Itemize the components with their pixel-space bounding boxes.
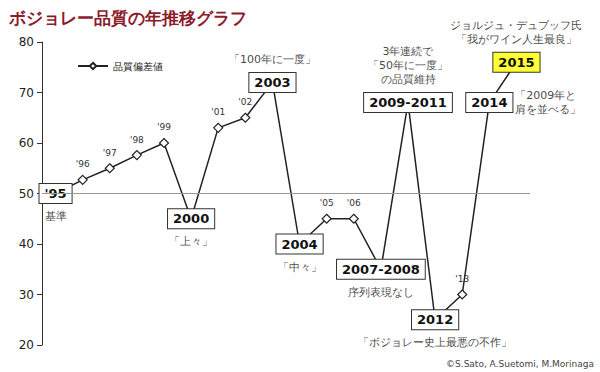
svg-text:2012: 2012 [417, 312, 453, 327]
svg-text:40: 40 [19, 237, 34, 251]
svg-text:2000: 2000 [173, 211, 209, 226]
svg-text:'13: '13 [455, 274, 469, 284]
svg-text:'02: '02 [238, 97, 252, 107]
svg-text:2003: 2003 [254, 75, 290, 90]
svg-text:の品質維持: の品質維持 [381, 73, 436, 86]
svg-text:80: 80 [19, 35, 34, 49]
svg-text:60: 60 [19, 136, 34, 150]
svg-text:基準: 基準 [45, 210, 67, 223]
svg-text:20: 20 [19, 338, 34, 352]
svg-text:'95: '95 [44, 186, 67, 201]
svg-text:30: 30 [19, 288, 34, 302]
svg-text:70: 70 [19, 86, 34, 100]
svg-text:50: 50 [19, 187, 34, 201]
svg-text:2014: 2014 [471, 95, 507, 110]
svg-text:ジョルジュ・デュブッフ氏: ジョルジュ・デュブッフ氏 [450, 19, 582, 32]
svg-text:「50年に一度」: 「50年に一度」 [368, 59, 448, 72]
svg-text:「100年に一度」: 「100年に一度」 [229, 53, 316, 66]
svg-text:「我がワイン人生最良」: 「我がワイン人生最良」 [456, 33, 577, 46]
svg-text:「上々」: 「上々」 [169, 235, 213, 248]
svg-text:'99: '99 [157, 122, 171, 132]
svg-text:序列表現なし: 序列表現なし [348, 286, 414, 299]
svg-text:'01: '01 [211, 107, 225, 117]
svg-text:「ボジョレー史上最悪の不作」: 「ボジョレー史上最悪の不作」 [358, 336, 512, 349]
svg-text:'06: '06 [347, 198, 361, 208]
svg-text:2015: 2015 [498, 55, 534, 70]
svg-text:'05: '05 [320, 198, 334, 208]
svg-text:「中々」: 「中々」 [278, 261, 322, 274]
svg-text:2004: 2004 [281, 237, 317, 252]
svg-text:'98: '98 [130, 135, 144, 145]
svg-text:ボジョレー品質の年推移グラフ: ボジョレー品質の年推移グラフ [8, 8, 247, 28]
svg-text:'97: '97 [103, 148, 117, 158]
svg-text:'96: '96 [76, 159, 90, 169]
svg-text:2007-2008: 2007-2008 [342, 262, 420, 277]
svg-text:2009-2011: 2009-2011 [369, 95, 447, 110]
svg-text:3年連続で: 3年連続で [383, 45, 435, 58]
svg-text:©S.Sato, A.Suetomi, M.Morinaga: ©S.Sato, A.Suetomi, M.Morinaga [446, 359, 594, 369]
svg-text:「2009年と: 「2009年と [515, 89, 576, 102]
svg-text:品質偏差値: 品質偏差値 [113, 61, 163, 72]
svg-text:肩を並べる」: 肩を並べる」 [515, 103, 581, 116]
